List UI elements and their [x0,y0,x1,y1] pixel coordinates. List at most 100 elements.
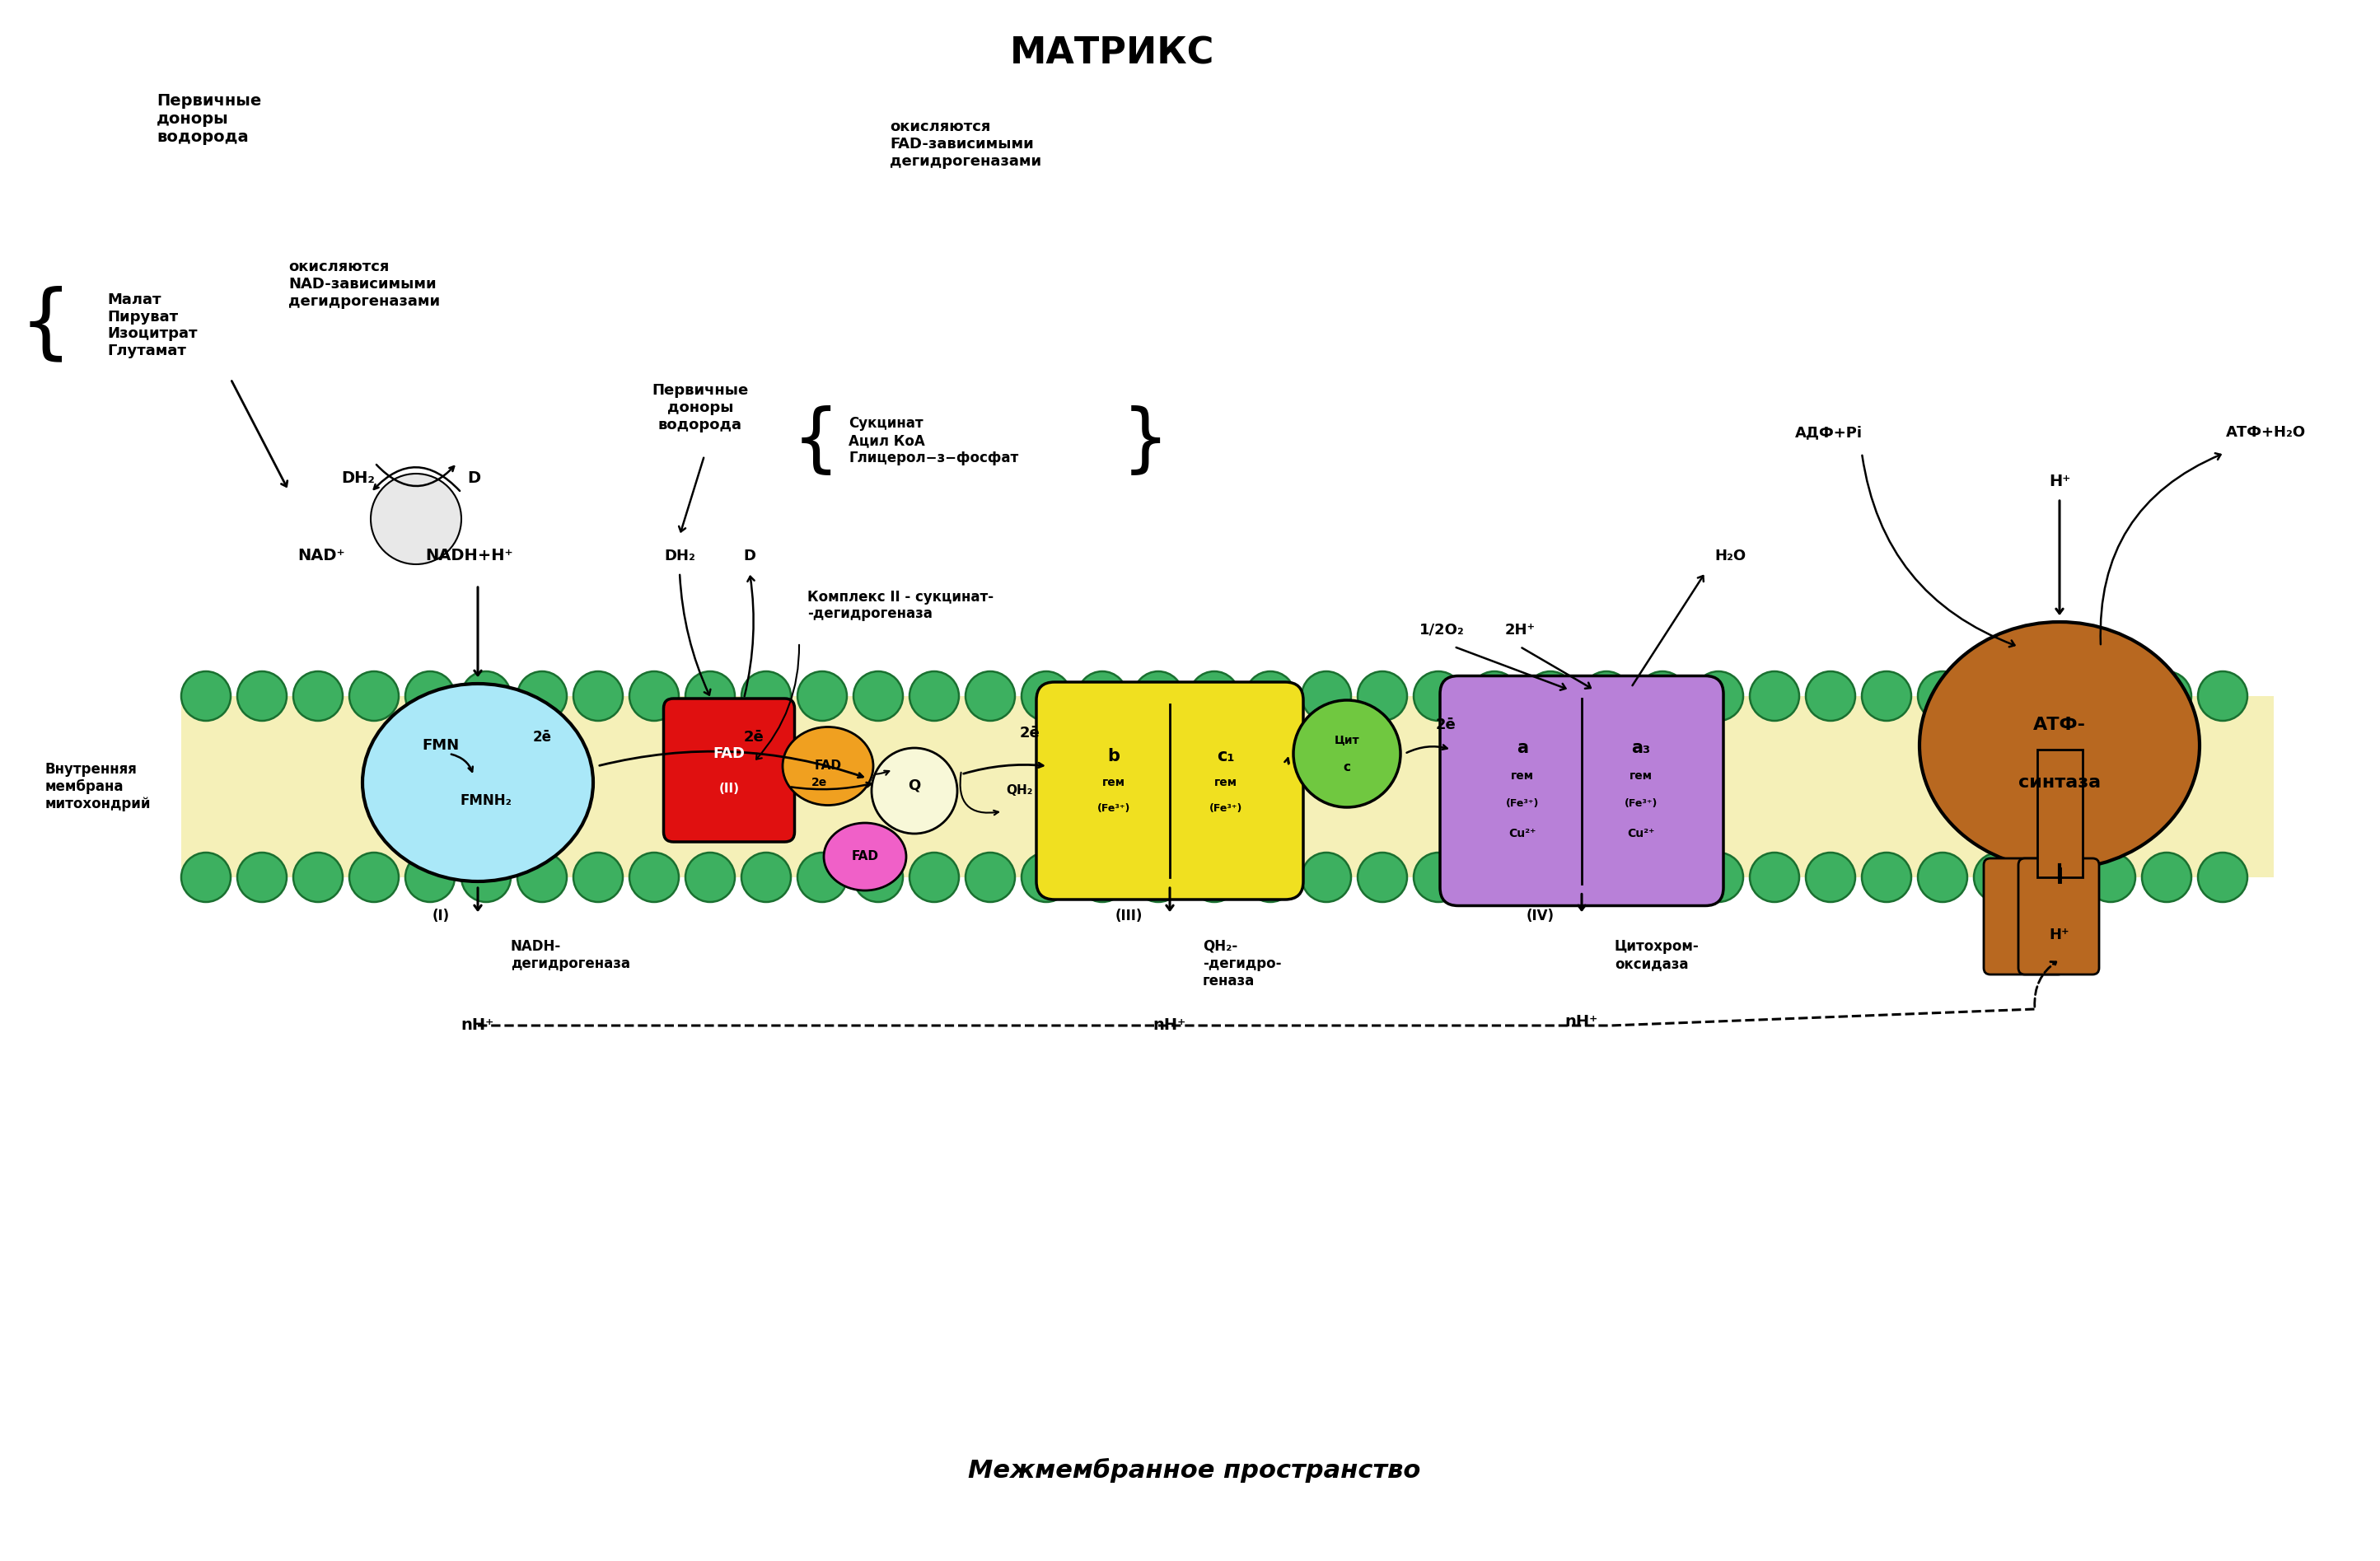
Ellipse shape [362,684,593,882]
FancyBboxPatch shape [1440,676,1723,905]
Text: H₂O: H₂O [1714,548,1745,564]
Circle shape [628,852,678,902]
Text: a₃: a₃ [1633,740,1652,756]
Text: гем: гем [1214,777,1238,788]
Text: FMN: FMN [421,738,459,752]
Circle shape [854,671,902,721]
Circle shape [1292,701,1399,807]
Circle shape [1021,671,1071,721]
Circle shape [462,852,512,902]
Circle shape [2030,671,2080,721]
Circle shape [909,671,959,721]
Circle shape [405,852,455,902]
Text: FAD: FAD [814,760,843,773]
Circle shape [405,671,455,721]
Text: QH₂: QH₂ [1007,785,1033,798]
Circle shape [181,852,231,902]
Circle shape [1637,671,1687,721]
Circle shape [516,852,566,902]
Circle shape [1190,671,1240,721]
Circle shape [685,852,735,902]
Ellipse shape [1921,621,2199,869]
Text: nH⁺: nH⁺ [462,1018,495,1033]
Text: DH₂: DH₂ [340,470,376,485]
Text: МАТРИКС: МАТРИКС [1009,36,1214,72]
Text: D: D [466,470,481,485]
Circle shape [1861,671,1911,721]
Circle shape [238,671,286,721]
Text: (Fe³⁺): (Fe³⁺) [1209,804,1242,815]
Circle shape [1471,852,1518,902]
Text: Сукцинат
Ацил КоА
Глицерол−з−фосфат: Сукцинат Ацил КоА Глицерол−з−фосфат [850,417,1019,465]
Circle shape [628,671,678,721]
Text: гем: гем [1630,770,1652,782]
Text: 2ē: 2ē [533,731,552,745]
Text: b: b [1107,748,1121,765]
Circle shape [1357,852,1407,902]
Circle shape [1637,852,1687,902]
Text: АТФ-: АТФ- [2033,716,2085,734]
Text: Cu²⁺: Cu²⁺ [1628,827,1654,840]
Text: (Fe³⁺): (Fe³⁺) [1626,798,1656,809]
Text: Цитохром-
оксидаза: Цитохром- оксидаза [1614,940,1699,971]
Circle shape [2085,852,2135,902]
FancyBboxPatch shape [1035,682,1304,899]
Circle shape [1133,852,1183,902]
Circle shape [743,852,790,902]
Text: H⁺: H⁺ [2049,927,2071,943]
Circle shape [1861,852,1911,902]
Text: FAD: FAD [852,851,878,863]
Ellipse shape [783,727,873,805]
Circle shape [966,671,1014,721]
Circle shape [1414,671,1464,721]
Circle shape [1302,852,1352,902]
Text: (I): (I) [433,909,450,924]
Text: окисляются
NAD-зависимыми
дегидрогеназами: окисляются NAD-зависимыми дегидрогеназам… [288,259,440,309]
Circle shape [1078,852,1128,902]
Text: (Fe³⁺): (Fe³⁺) [1097,804,1130,815]
Text: Первичные
доноры
водорода: Первичные доноры водорода [652,382,750,432]
Text: (IV): (IV) [1526,909,1554,924]
Text: Внутренняя
мембрана
митохондрий: Внутренняя мембрана митохондрий [45,762,152,812]
Circle shape [350,671,400,721]
Text: (Fe³⁺): (Fe³⁺) [1507,798,1540,809]
Text: 2ē: 2ē [743,731,764,745]
Circle shape [1695,852,1742,902]
Circle shape [181,671,231,721]
Text: H⁺: H⁺ [2049,475,2071,490]
Circle shape [1918,852,1968,902]
Text: 1/2O₂: 1/2O₂ [1418,623,1464,637]
Text: c₁: c₁ [1216,748,1235,765]
Text: Q: Q [909,779,921,793]
Circle shape [1526,671,1576,721]
Text: Цит: Цит [1335,734,1359,746]
Circle shape [1749,852,1799,902]
FancyBboxPatch shape [664,698,795,841]
Circle shape [2199,852,2247,902]
Circle shape [238,852,286,902]
Text: a: a [1516,740,1528,756]
Text: Межмембранное пространство: Межмембранное пространство [969,1458,1421,1483]
Circle shape [2085,671,2135,721]
Text: гем: гем [1102,777,1126,788]
Text: АТФ+Н₂О: АТФ+Н₂О [2225,425,2306,440]
Text: {: { [793,404,840,478]
Circle shape [574,671,624,721]
Circle shape [1190,852,1240,902]
Circle shape [1245,671,1295,721]
Text: DH₂: DH₂ [664,548,695,564]
Text: Комплекс II - сукцинат-
-дегидрогеназа: Комплекс II - сукцинат- -дегидрогеназа [807,590,992,621]
Circle shape [462,671,512,721]
Circle shape [1245,852,1295,902]
Text: АДФ+Pi: АДФ+Pi [1795,425,1864,440]
Circle shape [743,671,790,721]
Text: 2e: 2e [812,777,828,788]
Circle shape [1302,671,1352,721]
Circle shape [966,852,1014,902]
Circle shape [1583,852,1630,902]
Text: NADH-
дегидрогеназа: NADH- дегидрогеназа [512,940,631,971]
Circle shape [685,671,735,721]
Text: }: } [1121,404,1169,478]
Circle shape [1471,671,1518,721]
Circle shape [2142,671,2192,721]
